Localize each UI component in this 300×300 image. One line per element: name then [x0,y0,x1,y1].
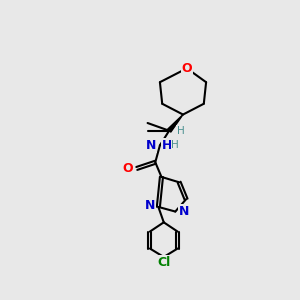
Text: N: N [146,139,156,152]
Text: H: H [171,140,179,150]
Text: Cl: Cl [157,256,170,269]
Text: H: H [177,126,184,136]
Text: H: H [161,139,172,152]
Text: N: N [145,199,155,212]
Text: N: N [178,205,189,218]
Polygon shape [167,115,183,132]
Text: O: O [182,62,192,75]
Text: O: O [122,162,133,175]
